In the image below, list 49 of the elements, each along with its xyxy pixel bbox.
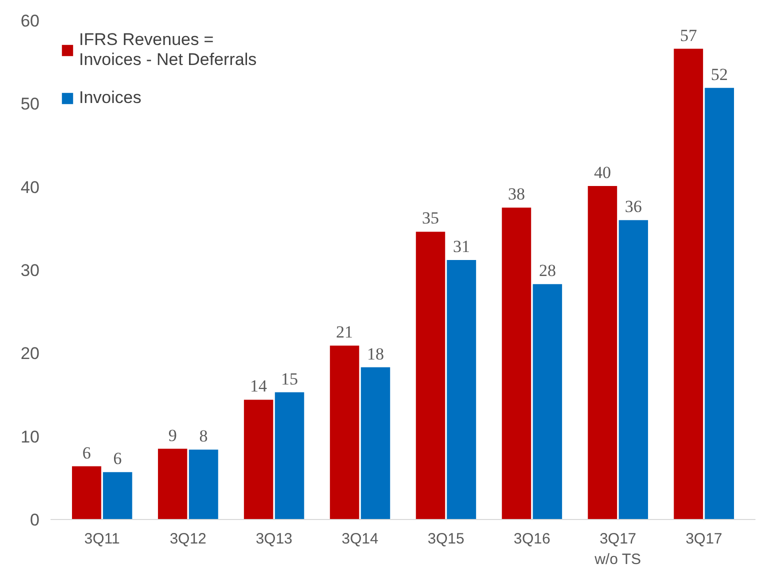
data-label: 28 [538,261,556,280]
bar [674,48,704,520]
data-label: 14 [250,376,268,396]
bar [330,346,360,520]
y-tick-label: 20 [20,344,40,364]
data-label: 57 [680,26,698,45]
y-tick-label: 10 [20,427,40,446]
x-tick-label: 3Q13 [256,530,292,548]
bar [588,186,618,520]
x-tick-label: 3Q15 [428,530,464,548]
legend-label: Invoices [79,88,142,108]
bar [416,232,446,520]
bar [502,208,532,520]
bar [102,472,132,520]
data-label: 31 [452,237,470,256]
x-tick-label: 3Q12 [170,530,206,548]
bar [158,448,188,520]
data-label: 15 [281,369,298,388]
data-label: 18 [366,344,384,364]
bar [532,284,562,520]
bar [188,450,218,520]
y-tick-label: 40 [20,178,40,197]
x-tick-label: 3Q14 [342,530,378,548]
bar [446,260,476,520]
x-tick-label: 3Q17 w/o TS [594,530,642,568]
bar [72,466,102,520]
x-tick-label: 3Q16 [514,530,550,548]
data-label: 9 [168,426,177,445]
data-label: 6 [82,443,91,462]
data-label: 6 [113,449,122,468]
legend-label: IFRS Revenues = Invoices - Net Deferrals [79,30,257,70]
bar [360,367,390,520]
bar [244,400,274,520]
bar [618,220,648,520]
y-tick-label: 30 [20,261,40,280]
data-label: 52 [710,64,728,84]
bar [704,88,734,520]
data-label: 21 [336,322,354,342]
data-label: 38 [508,184,525,204]
data-label: 40 [594,163,611,182]
x-tick-label: 3Q11 [84,530,120,548]
y-tick-label: 60 [20,12,40,30]
y-tick-label: 50 [20,94,40,114]
data-label: 8 [199,426,208,446]
bar [274,392,304,520]
x-tick-label: 3Q17 [686,530,722,548]
y-tick-label: 0 [30,510,40,530]
data-label: 36 [624,197,642,216]
data-label: 35 [422,208,440,228]
